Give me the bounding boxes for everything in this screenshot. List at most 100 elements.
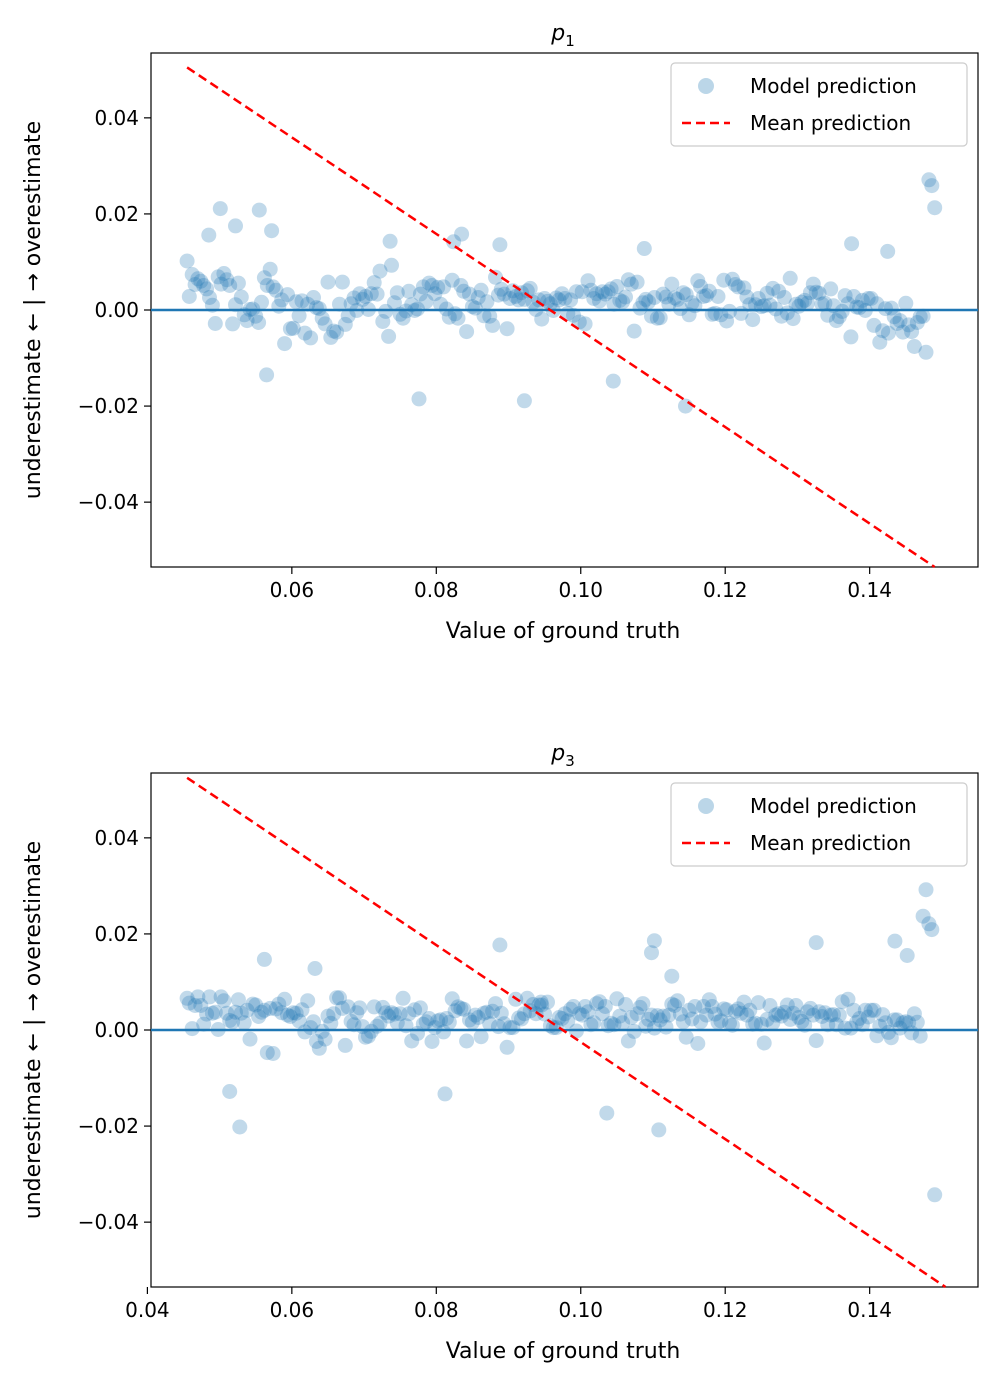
data-point [384, 257, 399, 273]
data-point [745, 1016, 761, 1032]
data-point [774, 1008, 789, 1024]
x-tick-label: 0.12 [703, 1298, 748, 1322]
data-point [473, 282, 489, 298]
data-point [453, 278, 469, 293]
data-point [909, 315, 925, 330]
data-point [912, 309, 928, 325]
data-point [225, 316, 241, 332]
x-axis-label: Value of ground truth [446, 1339, 681, 1364]
data-point [372, 263, 388, 279]
data-point [675, 285, 691, 301]
data-point [230, 992, 246, 1008]
data-point [852, 300, 867, 316]
data-point [690, 273, 706, 289]
data-point [820, 1017, 836, 1033]
data-point [505, 1020, 521, 1036]
data-point [664, 968, 680, 984]
data-point [254, 1004, 269, 1020]
data-point [389, 285, 405, 301]
data-point [248, 997, 264, 1013]
data-point [696, 999, 711, 1014]
data-point [418, 1014, 434, 1030]
data-point [840, 991, 856, 1007]
data-point [334, 274, 350, 290]
data-point [580, 1004, 596, 1020]
data-point [282, 321, 298, 337]
data-point [701, 283, 717, 299]
data-point [459, 324, 475, 340]
data-point [557, 291, 573, 306]
data-point [251, 315, 267, 330]
data-point [736, 994, 752, 1010]
data-point [193, 273, 209, 289]
data-point [401, 1006, 417, 1022]
data-point [551, 1010, 567, 1025]
legend-label-mean-prediction: Mean prediction [750, 111, 911, 135]
data-point [201, 227, 217, 243]
data-point [586, 1015, 602, 1031]
data-point [638, 291, 654, 307]
data-point [693, 1014, 709, 1030]
data-point [831, 1007, 847, 1023]
data-point [898, 295, 914, 311]
data-point [771, 1006, 787, 1022]
data-point [262, 1000, 278, 1016]
data-point [337, 316, 353, 332]
data-point [436, 279, 451, 295]
data-point [436, 1024, 451, 1040]
data-point [470, 1010, 486, 1025]
data-point [670, 291, 685, 307]
data-point [892, 313, 908, 329]
data-point [427, 286, 443, 302]
data-point [605, 373, 621, 389]
data-point [202, 290, 217, 305]
data-point [765, 1015, 781, 1031]
data-point [381, 328, 397, 344]
axis-ticks: 0.04 0.06 0.08 0.10 0.12 0.14 0.04 0.02 0.00 −0.0… [78, 826, 892, 1322]
chart-title: p1 [550, 21, 575, 50]
data-point [912, 1028, 928, 1044]
data-point [713, 1013, 729, 1029]
data-point [181, 289, 197, 304]
data-point [860, 1009, 876, 1025]
data-point [412, 1000, 428, 1016]
data-point [262, 261, 278, 277]
data-point [294, 293, 310, 309]
mean-prediction-line [186, 776, 947, 1289]
data-point [875, 323, 891, 339]
data-point [652, 1012, 668, 1028]
data-point [857, 1002, 873, 1018]
data-point [592, 994, 607, 1010]
data-point [456, 1001, 472, 1017]
data-point [280, 1007, 295, 1023]
data-point [808, 935, 824, 951]
data-point [228, 1004, 243, 1020]
data-point [811, 285, 827, 301]
data-point [649, 1008, 665, 1024]
data-point [456, 283, 472, 299]
data-point [730, 279, 746, 295]
data-point [574, 284, 590, 300]
data-point [844, 236, 860, 252]
data-point [802, 285, 818, 301]
data-point [488, 996, 503, 1012]
data-point [378, 1005, 394, 1021]
data-point [372, 1015, 388, 1031]
data-point [308, 300, 324, 316]
data-point [710, 1014, 726, 1030]
data-point [641, 1011, 657, 1027]
data-point [332, 990, 347, 1006]
data-point [381, 1008, 397, 1024]
data-point [710, 289, 726, 304]
data-point [875, 1007, 891, 1023]
data-point [239, 313, 255, 329]
data-point [210, 269, 226, 285]
data-point [329, 324, 345, 340]
data-point [404, 1033, 420, 1049]
data-point [646, 1020, 662, 1036]
data-point [698, 1007, 714, 1023]
data-point [187, 277, 203, 292]
data-point [750, 995, 766, 1011]
data-point [826, 1007, 841, 1023]
data-point [808, 1033, 824, 1049]
